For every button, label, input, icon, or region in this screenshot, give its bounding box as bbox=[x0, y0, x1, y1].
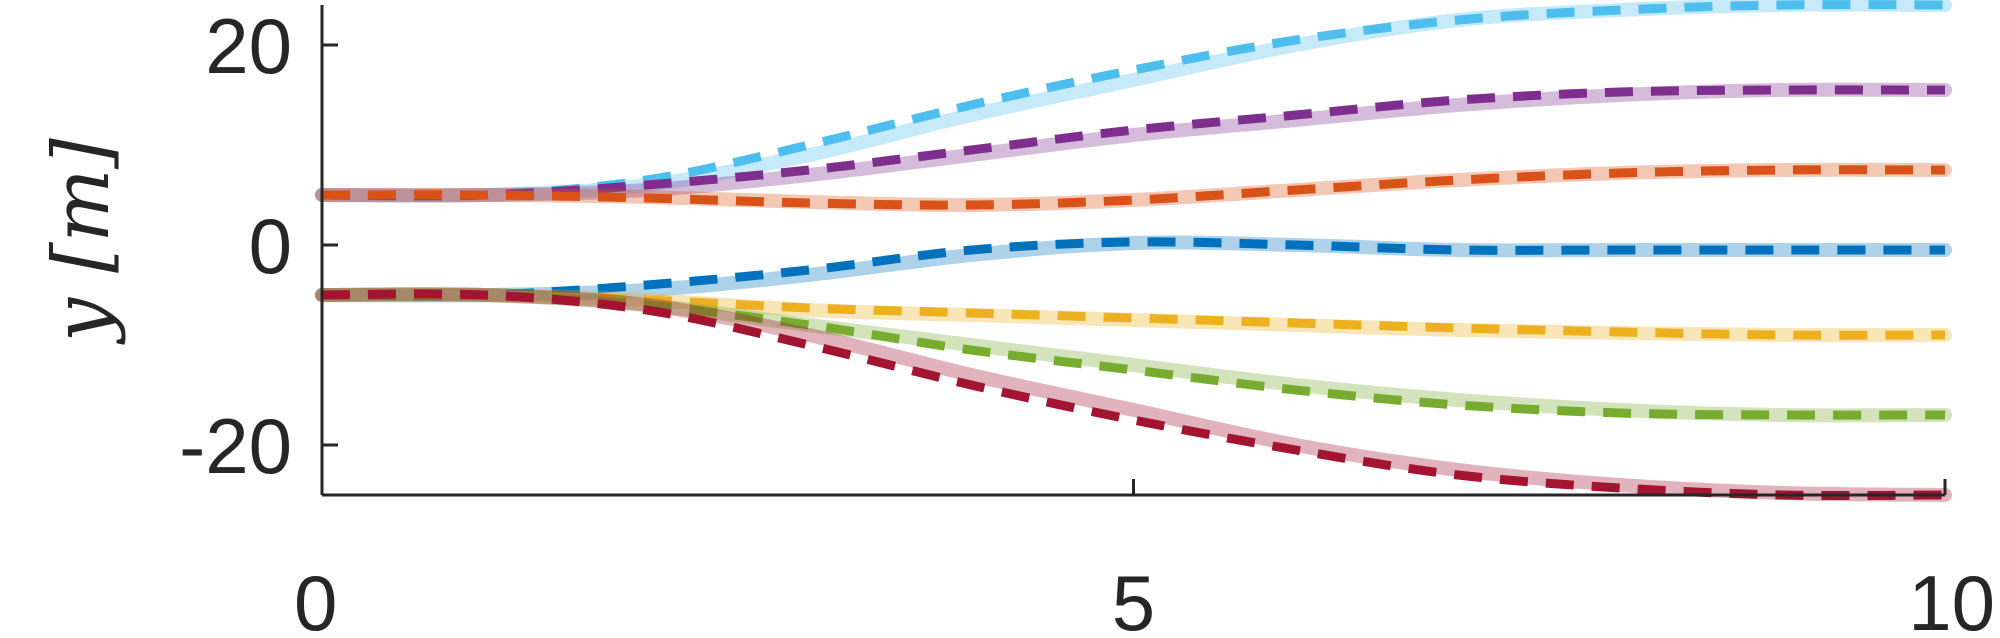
series-1-reference-line bbox=[315, 0, 1952, 203]
series-6-reference-line bbox=[315, 287, 1952, 423]
axes-layer bbox=[320, 5, 1947, 497]
series-1 bbox=[315, 0, 1952, 203]
series-5-actual-line bbox=[321, 290, 1946, 340]
x-tick-label: 5 bbox=[1112, 559, 1155, 638]
y-tick-label: 0 bbox=[249, 202, 292, 290]
y-axis-label: y [m] bbox=[37, 138, 127, 345]
y-tick-label: 20 bbox=[205, 2, 292, 90]
series-7-reference-line bbox=[315, 287, 1952, 502]
series-7 bbox=[315, 287, 1952, 502]
series-2-reference-line bbox=[315, 82, 1952, 203]
x-tick-label: 0 bbox=[294, 559, 337, 638]
y-tick-label: -20 bbox=[179, 402, 292, 490]
series-4 bbox=[315, 235, 1952, 303]
series-3-actual-line bbox=[321, 165, 1946, 210]
x-tick-label: 10 bbox=[1908, 559, 1995, 638]
series-4-actual-line bbox=[321, 237, 1945, 301]
series-2 bbox=[315, 82, 1952, 203]
series-5 bbox=[315, 287, 1952, 343]
series-6-actual-line bbox=[321, 289, 1946, 420]
series-3 bbox=[315, 162, 1952, 213]
series-layer bbox=[315, 0, 1952, 502]
series-2-actual-line bbox=[321, 85, 1946, 201]
series-6 bbox=[315, 287, 1952, 423]
